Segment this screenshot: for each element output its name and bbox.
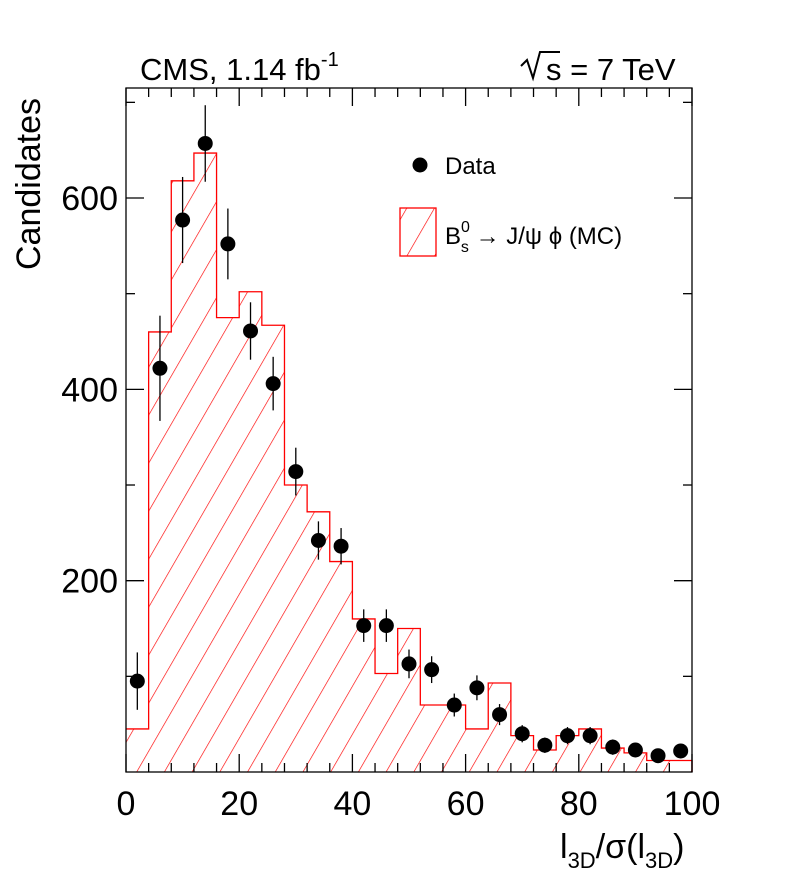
data-point [605, 739, 621, 755]
x-tick-label: 100 [664, 785, 721, 823]
x-tick-label: 40 [333, 785, 371, 823]
legend-data-marker [412, 157, 428, 173]
x-axis-title: l3D/σ(l3D) [560, 828, 684, 873]
y-tick-label: 200 [61, 563, 118, 601]
data-point [265, 376, 281, 392]
x-tick-label: 60 [447, 785, 485, 823]
x-tick-label: 80 [560, 785, 598, 823]
data-point [356, 618, 372, 634]
data-point [650, 748, 666, 764]
data-point [424, 662, 440, 678]
data-point [152, 360, 168, 376]
legend: Data B0 s → J/ψ ϕ (MC) [399, 153, 622, 257]
data-point [310, 532, 326, 548]
data-point [627, 742, 643, 758]
header-left: CMS, 1.14 fb-1 [140, 49, 339, 87]
data-point [129, 673, 145, 689]
y-tick-label: 600 [61, 180, 118, 218]
data-point [446, 697, 462, 713]
header-right-text: s = 7 TeV [546, 52, 676, 87]
data-point [559, 728, 575, 744]
tick-labels: 0 20 40 60 80 100 200 400 600 [61, 180, 720, 823]
data-point [492, 707, 508, 723]
plot-frame [125, 87, 693, 773]
header-right: s = 7 TeV [520, 51, 676, 87]
mc-hatch-fill [126, 153, 692, 772]
data-point [469, 680, 485, 696]
axes [125, 87, 693, 773]
data-point [333, 538, 349, 554]
data-point [243, 323, 259, 339]
data-point [175, 212, 191, 228]
data-point [288, 464, 304, 480]
legend-mc-swatch [399, 207, 437, 257]
x-tick-label: 20 [220, 785, 258, 823]
data-points [129, 105, 689, 764]
data-point [220, 236, 236, 252]
data-point [378, 618, 394, 634]
data-point [673, 743, 689, 759]
mc-outline [126, 152, 693, 772]
x-tick-label: 0 [117, 785, 136, 823]
data-point [514, 726, 530, 742]
mc-histogram [126, 152, 693, 772]
data-point [582, 728, 598, 744]
legend-data-label: Data [445, 153, 496, 180]
legend-mc-label: B0 s → J/ψ ϕ (MC) [445, 219, 622, 256]
y-tick-label: 400 [61, 371, 118, 409]
y-axis-title: Candidates [10, 98, 48, 270]
data-point [537, 737, 553, 753]
data-point [401, 656, 417, 672]
data-point [197, 135, 213, 151]
sqrt-symbol [520, 51, 560, 82]
